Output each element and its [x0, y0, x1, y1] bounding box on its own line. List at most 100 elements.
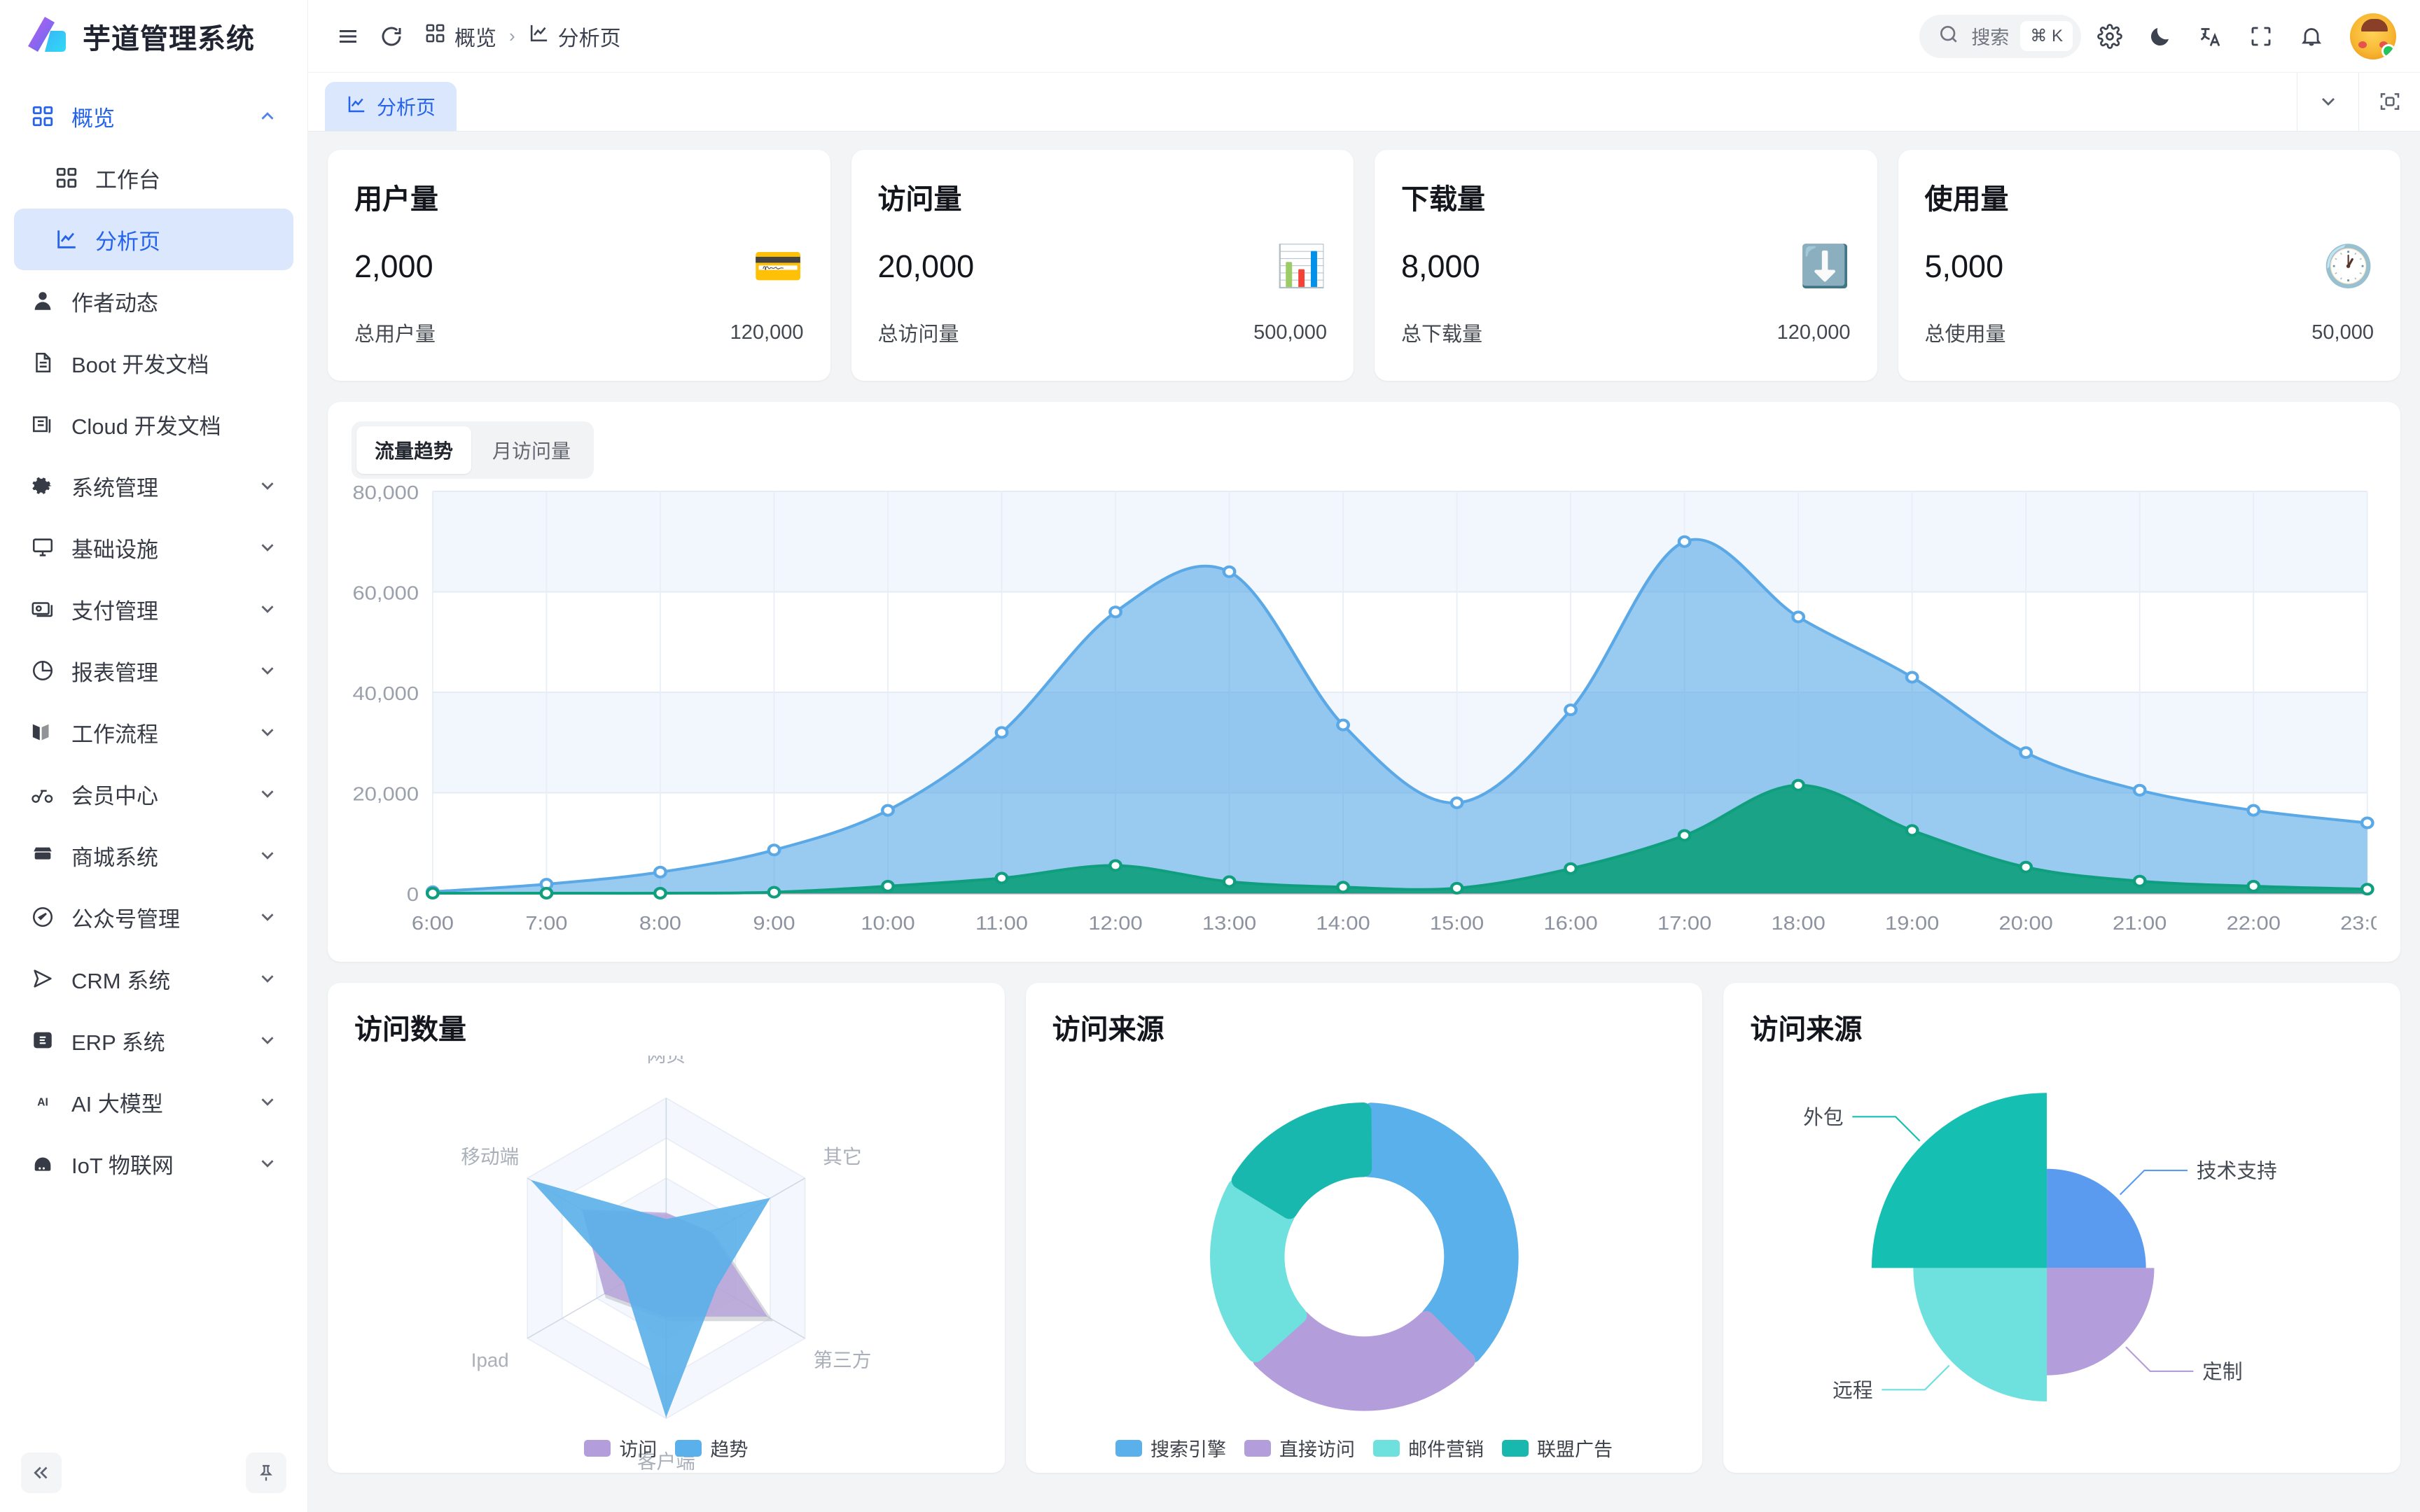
credit-card-icon: 💳	[753, 244, 804, 289]
radar-legend: 访问 趋势	[328, 1434, 1005, 1462]
sidebar-item-system[interactable]: 系统管理	[14, 455, 293, 517]
sidebar-item-payment[interactable]: 支付管理	[14, 578, 293, 640]
fullscreen-icon[interactable]	[2239, 15, 2283, 58]
trend-tabs: 流量趋势 月访问量	[352, 421, 594, 479]
chevron-down-icon	[257, 968, 278, 989]
maximize-icon[interactable]	[2358, 72, 2420, 131]
legend-item[interactable]: 搜索引擎	[1115, 1434, 1226, 1462]
chevron-down-icon	[257, 475, 278, 496]
sidebar-item-crm[interactable]: CRM 系统	[14, 948, 293, 1009]
legend-item[interactable]: 访问	[584, 1434, 657, 1462]
search-input[interactable]: 搜索 ⌘ K	[1919, 14, 2081, 58]
search-icon	[1938, 23, 1960, 49]
stat-card-downloads[interactable]: 下载量 8,000 ⬇️ 总下载量 120,000	[1375, 150, 1877, 381]
legend-item[interactable]: 趋势	[675, 1434, 748, 1462]
svg-text:移动端: 移动端	[461, 1146, 519, 1168]
rose-pie-chart[interactable]: 技术支持 定制 远程 外包	[1723, 1056, 2400, 1473]
radar-card: 访问数量 网页其它第三方客户端Ipad移动端 访问 趋势	[328, 983, 1005, 1473]
bell-icon[interactable]	[2290, 15, 2333, 58]
sidebar-item-erp[interactable]: ERP 系统	[14, 1009, 293, 1071]
breadcrumb-separator: ›	[509, 25, 515, 46]
sidebar-item-infrastructure[interactable]: 基础设施	[14, 517, 293, 578]
sidebar-item-label: 基础设施	[71, 537, 158, 562]
tab-bar-actions	[2297, 72, 2420, 131]
legend-item[interactable]: 联盟广告	[1502, 1434, 1613, 1462]
sidebar-item-boot-docs[interactable]: Boot 开发文档	[14, 332, 293, 393]
settings-icon[interactable]	[2088, 15, 2132, 58]
compass-icon	[29, 904, 56, 930]
gear-icon	[29, 472, 56, 499]
chevron-down-icon	[257, 1030, 278, 1051]
sidebar-item-label: 商城系统	[71, 845, 158, 870]
wallet-icon	[29, 596, 56, 622]
translate-icon[interactable]	[2189, 15, 2232, 58]
sidebar-item-author-news[interactable]: 作者动态	[14, 270, 293, 332]
stat-title: 下载量	[1401, 184, 1485, 215]
svg-text:远程: 远程	[1833, 1380, 1872, 1402]
pin-icon[interactable]	[246, 1452, 286, 1493]
stat-foot-value: 50,000	[2311, 321, 2374, 344]
sidebar-item-reports[interactable]: 报表管理	[14, 640, 293, 701]
trend-tab-monthly[interactable]: 月访问量	[492, 440, 571, 462]
svg-text:60,000: 60,000	[353, 582, 419, 604]
chevron-down-icon[interactable]	[2297, 72, 2358, 131]
svg-text:18:00: 18:00	[1772, 912, 1826, 934]
svg-text:14:00: 14:00	[1316, 912, 1370, 934]
svg-text:其它: 其它	[823, 1146, 861, 1168]
topbar-actions: 搜索 ⌘ K	[1919, 13, 2396, 59]
chevron-down-icon	[257, 1091, 278, 1112]
ai-icon: AI	[29, 1088, 56, 1115]
trend-tab-flow[interactable]: 流量趋势	[356, 426, 472, 474]
legend-item[interactable]: 直接访问	[1244, 1434, 1355, 1462]
donut-chart[interactable]	[1026, 1056, 1703, 1473]
stat-foot-label: 总下载量	[1401, 323, 1483, 346]
flow-icon	[29, 719, 56, 746]
sidebar-item-ai[interactable]: AI AI 大模型	[14, 1071, 293, 1133]
avatar[interactable]	[2350, 13, 2396, 59]
sidebar-item-workbench[interactable]: 工作台	[14, 147, 293, 209]
area-chart[interactable]: 80,000 60,000 40,000 20,000 0 6:00 7:00 8:00 9:0…	[352, 479, 2377, 948]
sidebar-footer	[0, 1434, 307, 1512]
chart-icon	[53, 226, 80, 253]
sidebar-item-label: IoT 物联网	[71, 1153, 174, 1178]
radar-chart[interactable]: 网页其它第三方客户端Ipad移动端	[328, 1056, 1005, 1473]
sidebar-item-cloud-docs[interactable]: Cloud 开发文档	[14, 393, 293, 455]
sidebar-item-workflow[interactable]: 工作流程	[14, 701, 293, 763]
stat-foot-label: 总使用量	[1924, 323, 2006, 346]
stat-card-visits[interactable]: 访问量 20,000 📊 总访问量 500,000	[851, 150, 1354, 381]
sidebar-item-overview[interactable]: 概览	[14, 85, 293, 147]
sidebar-item-label: 报表管理	[71, 660, 158, 685]
tab-bar: 分析页	[308, 72, 2420, 132]
breadcrumb-item-analysis[interactable]: 分析页	[528, 21, 621, 52]
panel-title: 访问数量	[354, 1014, 466, 1045]
breadcrumb-item-overview[interactable]: 概览	[424, 21, 496, 52]
monitor-icon	[29, 534, 56, 561]
stat-card-usage[interactable]: 使用量 5,000 🕐 总使用量 50,000	[1898, 150, 2400, 381]
sidebar-item-mp[interactable]: 公众号管理	[14, 886, 293, 948]
stat-value: 2,000	[354, 248, 433, 284]
avatar-cap	[2361, 18, 2388, 31]
sidebar-item-label: 分析页	[95, 229, 160, 254]
stat-cards: 用户量 2,000 💳 总用户量 120,000 访问量 20,000 📊	[328, 150, 2400, 381]
svg-text:21:00: 21:00	[2113, 912, 2167, 934]
refresh-icon[interactable]	[370, 15, 413, 58]
hamburger-icon[interactable]	[326, 15, 370, 58]
tab-analysis[interactable]: 分析页	[325, 82, 457, 131]
sidebar-item-iot[interactable]: IoT 物联网	[14, 1133, 293, 1194]
sidebar-item-member[interactable]: 会员中心	[14, 763, 293, 825]
chevron-down-icon	[257, 906, 278, 927]
search-shortcut: ⌘ K	[2020, 21, 2073, 51]
bottom-charts: 访问数量 网页其它第三方客户端Ipad移动端 访问 趋势 访问来源	[328, 983, 2401, 1473]
collapse-sidebar-button[interactable]	[21, 1452, 62, 1493]
brand[interactable]: 芋道管理系统	[0, 0, 307, 73]
stat-value: 20,000	[877, 248, 975, 284]
sidebar-item-analysis[interactable]: 分析页	[14, 209, 293, 270]
stat-card-users[interactable]: 用户量 2,000 💳 总用户量 120,000	[328, 150, 830, 381]
donut-card: 访问来源 搜索引擎 直接访问 邮件营销 联盟广告	[1025, 983, 1703, 1473]
sidebar-item-label: 系统管理	[71, 475, 158, 500]
sidebar-item-mall[interactable]: 商城系统	[14, 825, 293, 886]
legend-item[interactable]: 邮件营销	[1373, 1434, 1484, 1462]
main-region: 概览 › 分析页 搜索 ⌘ K	[308, 0, 2420, 1512]
svg-text:9:00: 9:00	[753, 912, 795, 934]
moon-icon[interactable]	[2139, 15, 2182, 58]
